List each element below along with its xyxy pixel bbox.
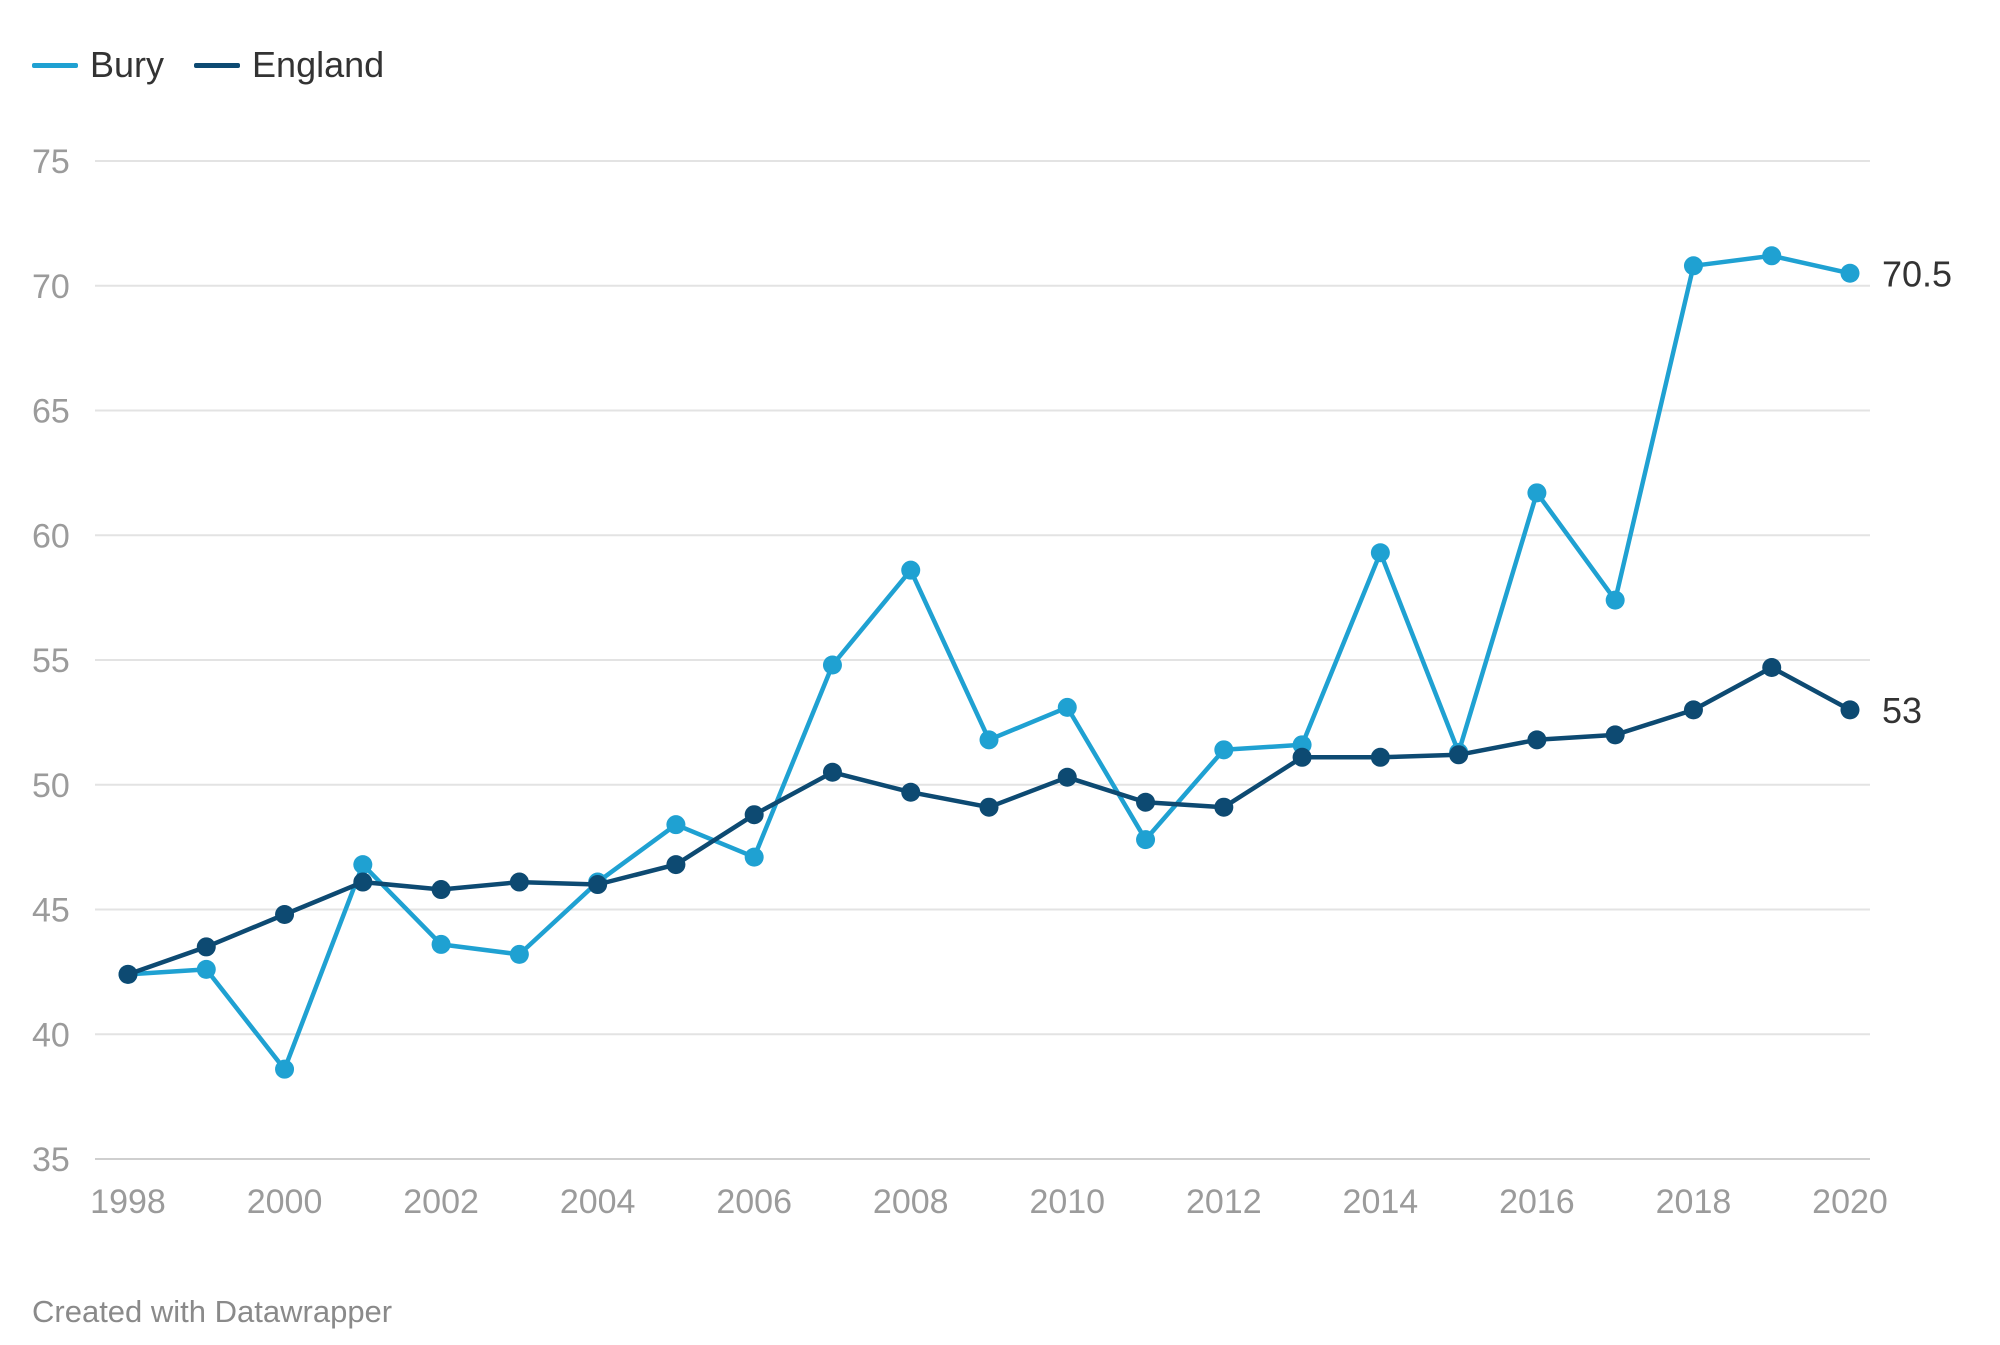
x-tick-label: 2020 — [1812, 1183, 1888, 1221]
data-point-bury-2019 — [1762, 246, 1782, 266]
end-label-england: 53 — [1882, 690, 1922, 731]
data-point-bury-2006 — [744, 847, 764, 867]
data-point-bury-2009 — [979, 730, 999, 750]
y-tick-label: 45 — [32, 892, 70, 930]
data-point-england-2020 — [1840, 700, 1860, 720]
data-point-england-2002 — [431, 880, 451, 900]
data-point-england-2006 — [744, 805, 764, 825]
series-line-bury — [125, 253, 1853, 1072]
data-point-bury-2016 — [1527, 483, 1547, 503]
y-tick-label: 40 — [32, 1016, 70, 1054]
legend-swatch-bury — [32, 62, 78, 68]
data-point-england-2014 — [1370, 747, 1390, 767]
data-point-england-2015 — [1449, 745, 1469, 765]
y-tick-label: 35 — [32, 1141, 70, 1179]
x-axis: 1998 2000 2002 2004 2006 2008 2010 2012 2014 2016… — [90, 1183, 1888, 1221]
data-point-england-2017 — [1605, 725, 1625, 745]
x-tick-label: 2016 — [1499, 1183, 1575, 1221]
data-point-bury-2020 — [1840, 263, 1860, 283]
data-point-bury-2001 — [353, 855, 373, 875]
legend-label-bury: Bury — [90, 44, 165, 85]
y-axis: 35 40 45 50 55 60 65 70 75 — [32, 143, 70, 1179]
data-point-bury-2018 — [1683, 256, 1703, 276]
x-tick-label: 2000 — [247, 1183, 323, 1221]
series-layer — [118, 246, 1860, 1079]
data-point-england-2005 — [666, 855, 686, 875]
x-tick-label: 2014 — [1343, 1183, 1419, 1221]
data-point-bury-2014 — [1370, 543, 1390, 563]
data-point-england-2009 — [979, 797, 999, 817]
data-point-england-2010 — [1057, 767, 1077, 787]
x-tick-label: 2008 — [873, 1183, 949, 1221]
x-tick-label: 2010 — [1029, 1183, 1105, 1221]
data-point-bury-1999 — [196, 959, 216, 979]
data-point-bury-2000 — [275, 1059, 295, 1079]
y-tick-label: 50 — [32, 767, 70, 805]
data-point-bury-2017 — [1605, 590, 1625, 610]
end-labels: 70.5 53 — [1882, 253, 1952, 731]
data-point-england-2011 — [1136, 792, 1156, 812]
x-tick-label: 2004 — [560, 1183, 636, 1221]
data-point-england-2018 — [1683, 700, 1703, 720]
data-point-england-2016 — [1527, 730, 1547, 750]
x-tick-label: 2012 — [1186, 1183, 1262, 1221]
legend: Bury England — [32, 44, 384, 86]
data-point-england-2012 — [1214, 797, 1234, 817]
data-point-bury-2003 — [509, 944, 529, 964]
grid-layer — [95, 160, 1870, 1160]
y-tick-label: 70 — [32, 268, 70, 306]
data-point-england-2003 — [509, 872, 529, 892]
data-point-england-2007 — [822, 762, 842, 782]
end-label-bury: 70.5 — [1882, 253, 1952, 294]
x-tick-label: 2002 — [403, 1183, 479, 1221]
x-tick-label: 2006 — [716, 1183, 792, 1221]
x-tick-label: 1998 — [90, 1183, 166, 1221]
y-tick-label: 60 — [32, 517, 70, 555]
legend-swatch-england — [194, 62, 241, 68]
data-point-england-2004 — [588, 875, 608, 895]
data-point-bury-2010 — [1057, 697, 1077, 717]
data-point-england-2019 — [1762, 657, 1782, 677]
data-point-bury-2007 — [822, 655, 842, 675]
data-point-england-2001 — [353, 872, 373, 892]
data-point-bury-2005 — [666, 815, 686, 835]
data-point-bury-2002 — [431, 934, 451, 954]
footer-credit: Created with Datawrapper — [32, 1294, 393, 1329]
x-tick-label: 2018 — [1656, 1183, 1732, 1221]
y-tick-label: 55 — [32, 642, 70, 680]
data-point-england-1998 — [118, 964, 138, 984]
legend-label-england: England — [252, 44, 385, 85]
series-line-england — [125, 665, 1853, 977]
data-point-england-2013 — [1292, 747, 1312, 767]
y-tick-label: 75 — [32, 143, 70, 181]
data-point-england-2000 — [275, 904, 295, 924]
data-point-bury-2008 — [901, 560, 921, 580]
y-tick-label: 65 — [32, 393, 70, 431]
legend-item-england: England — [194, 44, 384, 86]
legend-item-bury: Bury — [32, 44, 164, 86]
data-point-england-1999 — [196, 937, 216, 957]
data-point-england-2008 — [901, 782, 921, 802]
data-point-bury-2011 — [1136, 830, 1156, 850]
data-point-bury-2012 — [1214, 740, 1234, 760]
